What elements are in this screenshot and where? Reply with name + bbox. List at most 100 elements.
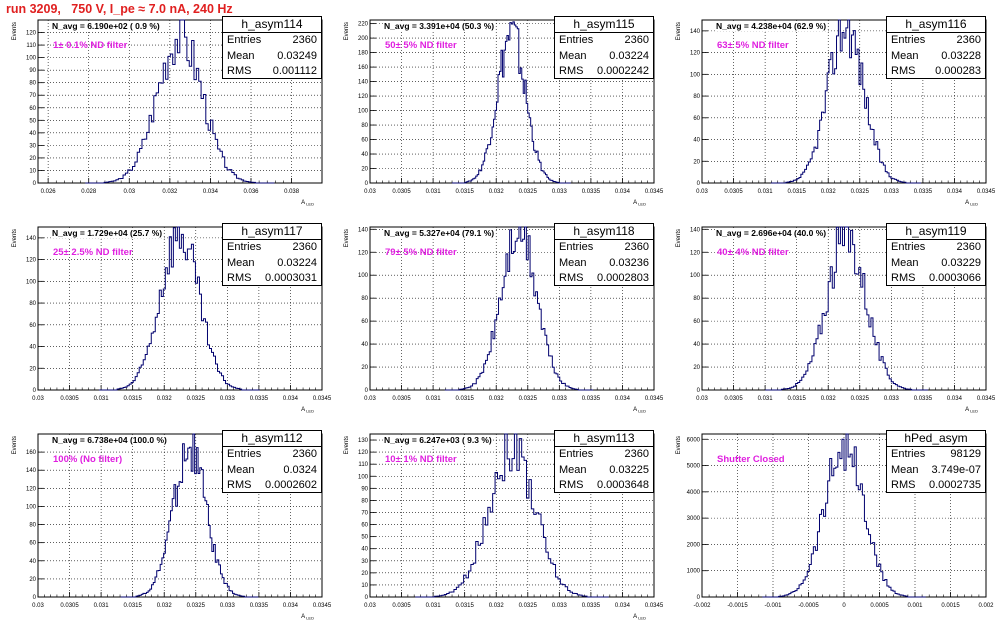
x-axis-label: A LED bbox=[301, 200, 314, 207]
y-tick-label: 60 bbox=[361, 138, 368, 144]
stats-label: Mean bbox=[891, 463, 919, 476]
x-tick-label: 0.0305 bbox=[724, 396, 743, 402]
histogram-panel-h_asym119: 0.03 0.0305 0.031 0.0315 0.032 0.0325 0.033 0.0… bbox=[664, 215, 996, 422]
y-axis-label: Events bbox=[344, 436, 350, 454]
x-tick-label: 0.0005 bbox=[870, 603, 889, 609]
stats-label: RMS bbox=[891, 479, 916, 491]
filter-label: 10± 1% ND filter bbox=[385, 454, 457, 465]
stats-label: RMS bbox=[227, 272, 252, 284]
x-tick-label: -0.001 bbox=[764, 603, 782, 609]
histogram-line bbox=[415, 433, 609, 598]
stats-title: h_asym118 bbox=[555, 224, 653, 240]
stats-box: h_asym117 Entries 2360 Mean 0.03224 RMS 0.0003… bbox=[222, 223, 322, 286]
stats-box: h_asym115 Entries 2360 Mean 0.03224 RMS 0.0002… bbox=[554, 16, 654, 79]
x-tick-label: 0.031 bbox=[94, 396, 110, 402]
x-tick-label: 0.0315 bbox=[123, 603, 142, 609]
y-tick-label: 60 bbox=[693, 319, 700, 325]
navg-label: N_avg = 6.190e+02 ( 0.9 %) bbox=[52, 21, 160, 31]
stats-title: h_asym113 bbox=[555, 431, 653, 447]
stats-label: Entries bbox=[227, 241, 262, 253]
stats-row-rms: RMS 0.0002735 bbox=[887, 478, 985, 494]
histogram-svg: 0.03 0.0305 0.031 0.0315 0.032 0.0325 0.033 0.0… bbox=[344, 226, 664, 414]
y-tick-label: 100 bbox=[26, 279, 37, 285]
stats-row-mean: Mean 0.03224 bbox=[223, 256, 321, 272]
y-tick-label: 140 bbox=[358, 227, 369, 233]
histogram-panel-hPed_asym: -0.002 -0.0015 -0.001 -0.0005 0 0.0005 0.001 0.… bbox=[664, 422, 996, 629]
x-tick-label: 0.0305 bbox=[392, 396, 411, 402]
x-tick-label: 0.0335 bbox=[250, 396, 269, 402]
y-tick-label: 110 bbox=[26, 43, 36, 49]
stats-value: 3.749e-07 bbox=[931, 463, 981, 476]
histogram-panel-h_asym114: 0.026 0.028 0.03 0.032 0.034 0.036 0.038 0 10 20 3… bbox=[0, 8, 332, 215]
y-tick-label: 120 bbox=[26, 31, 37, 37]
x-tick-label: 0.0345 bbox=[313, 396, 332, 402]
x-tick-label: 0.0345 bbox=[645, 603, 664, 609]
x-tick-label: 0.031 bbox=[758, 396, 774, 402]
stats-row-mean: Mean 0.03249 bbox=[223, 49, 321, 65]
x-tick-label: 0.03 bbox=[364, 189, 376, 195]
y-tick-label: 200 bbox=[358, 36, 369, 42]
histogram-panel-h_asym113: 0.03 0.0305 0.031 0.0315 0.032 0.0325 0.033 0.0… bbox=[332, 422, 664, 629]
x-tick-label: 0.031 bbox=[758, 189, 774, 195]
y-tick-label: 80 bbox=[29, 301, 36, 307]
histogram-line bbox=[99, 226, 260, 391]
x-tick-label: 0.0325 bbox=[851, 189, 870, 195]
y-tick-label: 70 bbox=[29, 93, 36, 99]
stats-value: 2360 bbox=[624, 241, 649, 253]
y-tick-label: 80 bbox=[361, 123, 368, 129]
y-tick-label: 0 bbox=[365, 595, 369, 601]
y-tick-label: 140 bbox=[26, 468, 37, 474]
stats-box: h_asym114 Entries 2360 Mean 0.03249 RMS 0.0011… bbox=[222, 16, 322, 79]
y-tick-label: 20 bbox=[361, 571, 368, 577]
stats-row-mean: Mean 3.749e-07 bbox=[887, 463, 985, 479]
x-tick-label: 0.0325 bbox=[187, 396, 206, 402]
navg-label: N_avg = 5.327e+04 (79.1 %) bbox=[384, 228, 495, 238]
stats-label: Entries bbox=[227, 34, 262, 46]
y-tick-label: 0 bbox=[33, 181, 37, 187]
stats-label: RMS bbox=[227, 479, 252, 491]
y-axis-label: Events bbox=[676, 229, 682, 247]
x-axis-label: A LED bbox=[633, 200, 646, 207]
x-tick-label: 0.03 bbox=[696, 396, 708, 402]
stats-row-entries: Entries 2360 bbox=[555, 447, 653, 463]
y-tick-label: 60 bbox=[361, 319, 368, 325]
y-tick-label: 5000 bbox=[687, 464, 701, 470]
filter-label: 100% (No filter) bbox=[53, 454, 123, 465]
stats-row-entries: Entries 2360 bbox=[223, 33, 321, 49]
filter-label: 50± 5% ND filter bbox=[385, 40, 457, 51]
x-tick-label: -0.002 bbox=[693, 603, 711, 609]
x-tick-label: 0.0345 bbox=[977, 396, 996, 402]
y-axis-label: Events bbox=[12, 436, 18, 454]
y-tick-label: 90 bbox=[361, 486, 368, 492]
x-tick-label: 0.0305 bbox=[392, 189, 411, 195]
stats-row-rms: RMS 0.0003031 bbox=[223, 271, 321, 287]
stats-box: h_asym113 Entries 2360 Mean 0.03225 RMS 0.0003… bbox=[554, 430, 654, 493]
y-axis-label: Events bbox=[344, 22, 350, 40]
stats-value: 2360 bbox=[956, 34, 981, 46]
stats-row-mean: Mean 0.03236 bbox=[555, 256, 653, 272]
stats-title: h_asym112 bbox=[223, 431, 321, 447]
y-tick-label: 0 bbox=[33, 595, 37, 601]
histogram-line bbox=[765, 226, 928, 391]
stats-value: 0.0002735 bbox=[929, 479, 981, 491]
y-tick-label: 120 bbox=[690, 250, 701, 256]
y-tick-label: 120 bbox=[26, 258, 37, 264]
stats-value: 0.03229 bbox=[941, 256, 981, 269]
x-tick-label: 0.034 bbox=[615, 396, 631, 402]
y-tick-label: 40 bbox=[693, 342, 700, 348]
navg-label: N_avg = 3.391e+04 (50.3 %) bbox=[384, 21, 495, 31]
stats-value: 0.03236 bbox=[609, 256, 649, 269]
y-tick-label: 160 bbox=[26, 450, 37, 456]
y-axis-label: Events bbox=[676, 436, 682, 454]
stats-value: 0.0324 bbox=[283, 463, 317, 476]
stats-value: 0.03228 bbox=[941, 49, 981, 62]
x-axis-label: A LED bbox=[301, 614, 314, 621]
x-axis-label: A LED bbox=[633, 407, 646, 414]
filter-label: Shutter Closed bbox=[717, 454, 785, 465]
y-axis-label: Events bbox=[12, 22, 18, 40]
y-tick-label: 20 bbox=[29, 156, 36, 162]
x-axis-label: A LED bbox=[965, 200, 978, 207]
y-tick-label: 120 bbox=[26, 486, 37, 492]
y-tick-label: 100 bbox=[690, 273, 701, 279]
histogram-panel-h_asym115: 0.03 0.0305 0.031 0.0315 0.032 0.0325 0.033 0.0… bbox=[332, 8, 664, 215]
